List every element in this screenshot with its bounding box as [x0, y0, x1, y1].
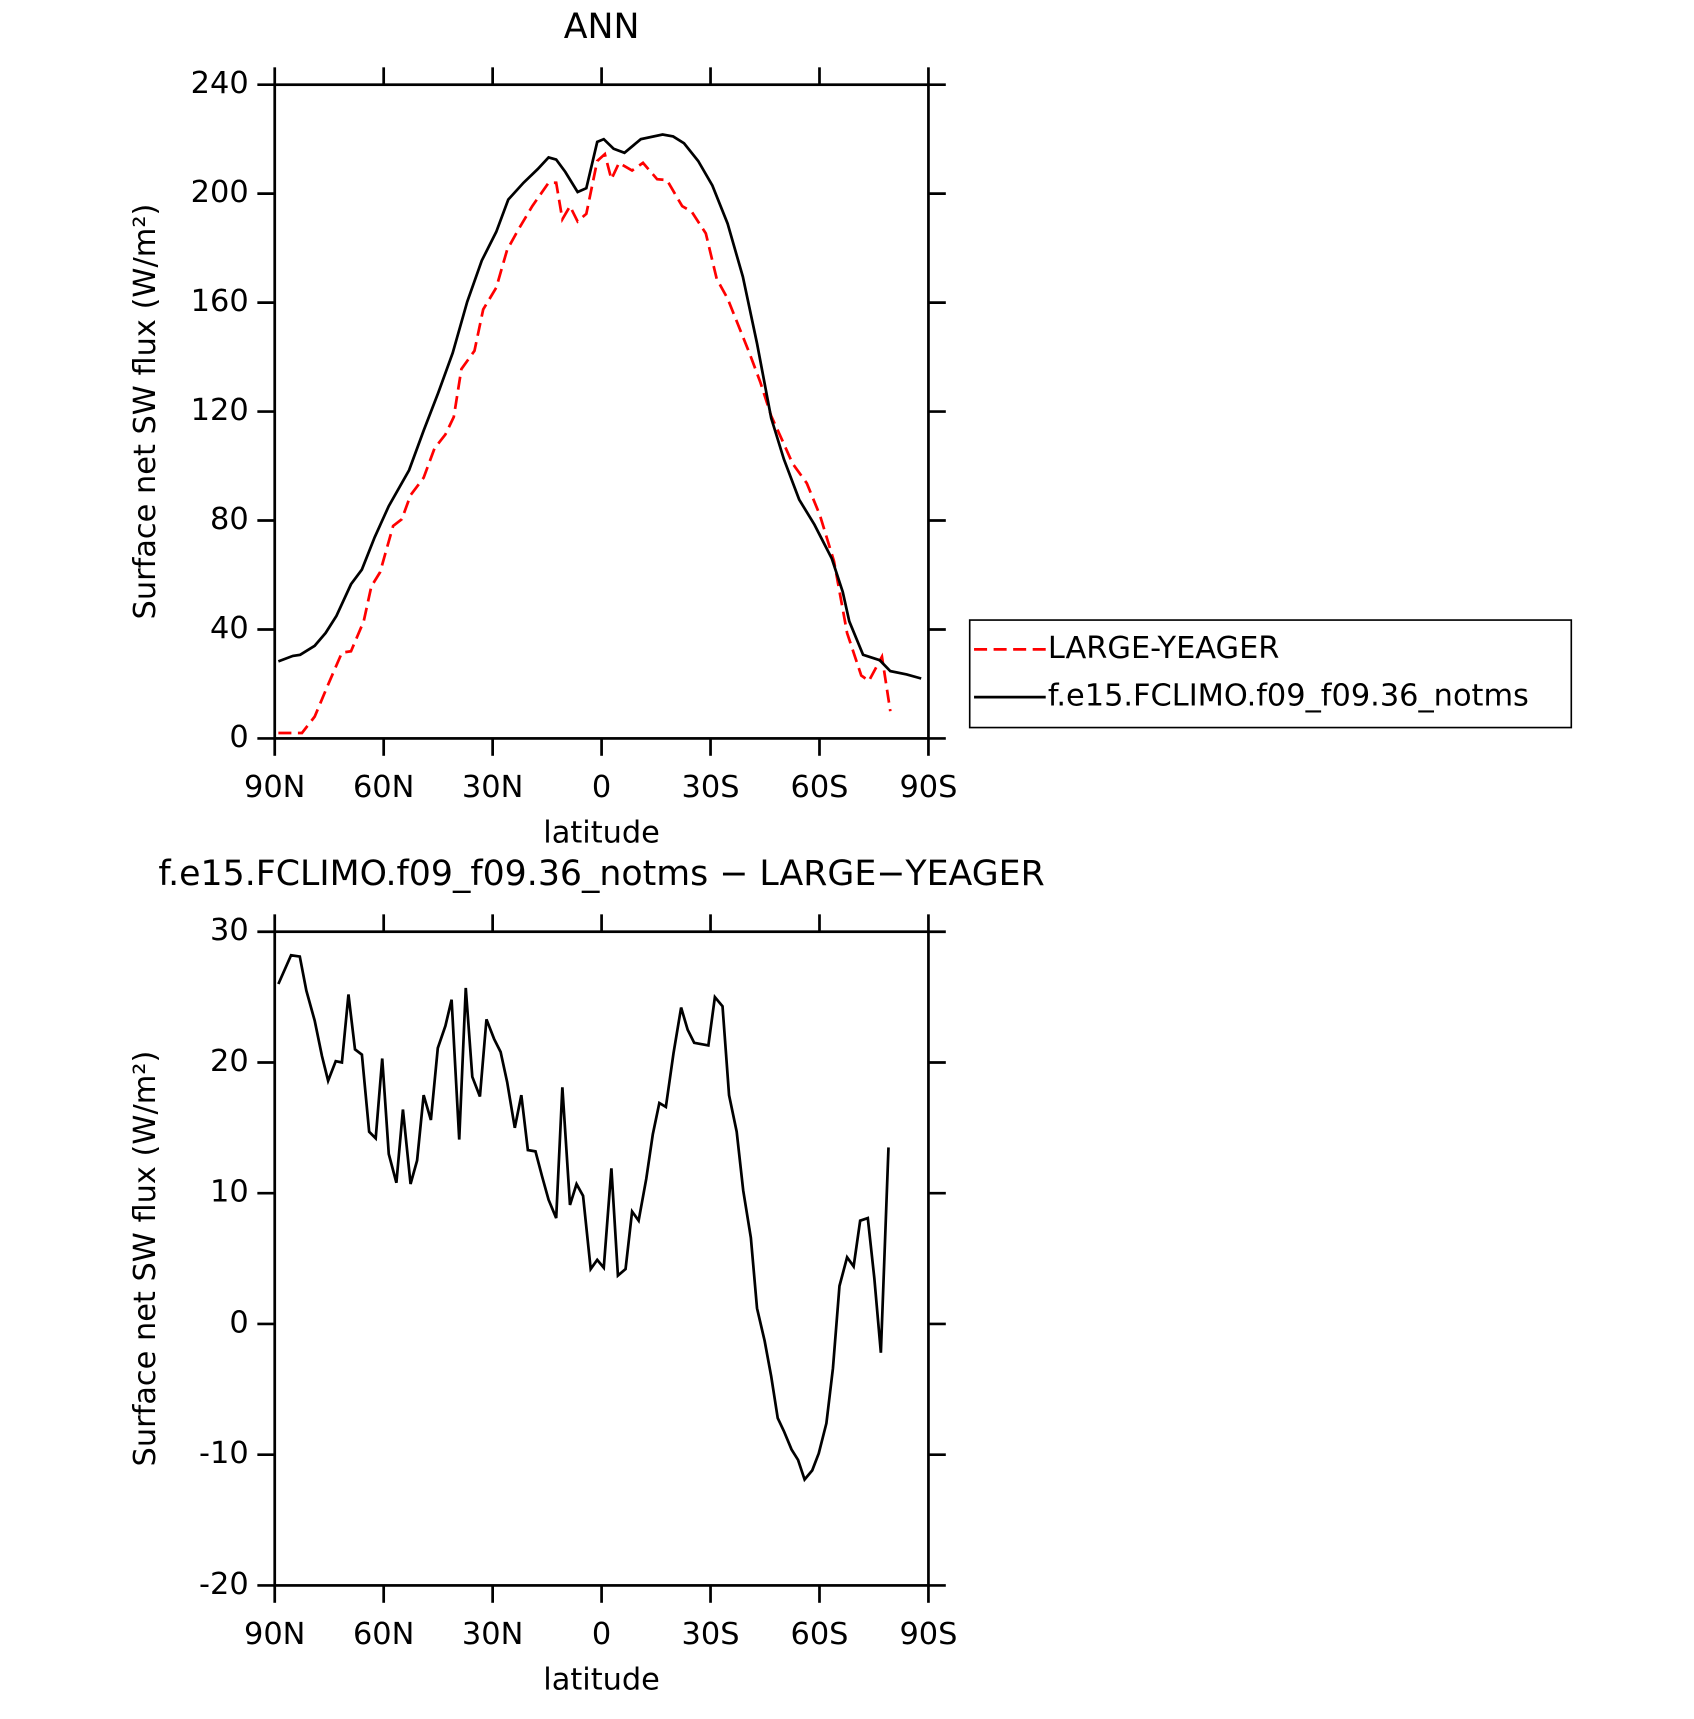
- y-tick-label: 10: [210, 1175, 249, 1210]
- plot-frame: [273, 930, 930, 1587]
- x-tick-label: 60S: [791, 770, 849, 805]
- x-tick-label: 90N: [244, 1617, 305, 1652]
- legend-box: [968, 619, 1573, 729]
- y-tick-label: 240: [191, 66, 249, 101]
- y-tick-label: 30: [210, 913, 249, 948]
- y-axis-label: Surface net SW flux (W/m²): [128, 204, 163, 620]
- y-tick-label: -20: [199, 1567, 249, 1602]
- data-line: [277, 133, 922, 680]
- x-tick-label: 60N: [353, 1617, 414, 1652]
- x-axis-label: latitude: [543, 815, 660, 850]
- legend-label: LARGE-YEAGER: [1048, 631, 1280, 666]
- data-line: [277, 953, 890, 1483]
- legend-label: f.e15.FCLIMO.f09_f09.36_notms: [1048, 679, 1529, 714]
- x-tick-label: 90S: [899, 770, 957, 805]
- x-tick-label: 30S: [682, 1617, 740, 1652]
- y-tick-label: 200: [191, 175, 249, 210]
- x-tick-label: 30S: [682, 770, 740, 805]
- x-tick-label: 60N: [353, 770, 414, 805]
- x-tick-label: 30N: [462, 770, 523, 805]
- data-line: [278, 151, 892, 735]
- y-tick-label: 0: [229, 720, 248, 755]
- x-tick-label: 0: [592, 1617, 611, 1652]
- x-tick-label: 90N: [244, 770, 305, 805]
- y-tick-label: -10: [199, 1436, 249, 1471]
- y-tick-label: 20: [210, 1044, 249, 1079]
- chart-title: ANN: [564, 7, 640, 47]
- x-tick-label: 0: [592, 770, 611, 805]
- x-tick-label: 60S: [791, 1617, 849, 1652]
- y-tick-label: 160: [191, 284, 249, 319]
- y-tick-label: 40: [210, 611, 249, 646]
- x-tick-label: 90S: [899, 1617, 957, 1652]
- y-tick-label: 80: [210, 502, 249, 537]
- plot-frame: [273, 83, 930, 740]
- x-axis-label: latitude: [543, 1662, 660, 1697]
- y-axis-label: Surface net SW flux (W/m²): [128, 1051, 163, 1467]
- y-tick-label: 120: [191, 393, 249, 428]
- y-tick-label: 0: [229, 1305, 248, 1340]
- chart-title: f.e15.FCLIMO.f09_f09.36_notms − LARGE−YE…: [158, 854, 1044, 894]
- x-tick-label: 30N: [462, 1617, 523, 1652]
